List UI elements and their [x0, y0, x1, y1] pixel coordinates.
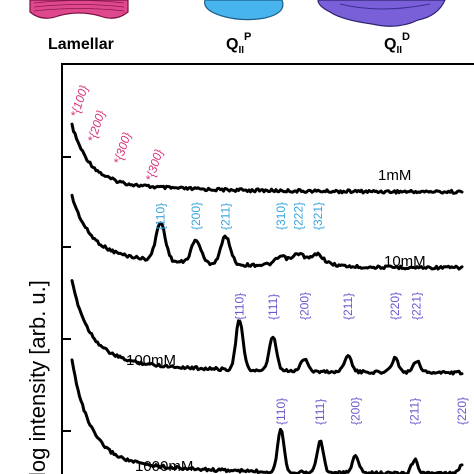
- peak-label: {220}: [455, 397, 469, 425]
- peak-label: {321}: [311, 202, 325, 230]
- phase-schematics: [29, 0, 446, 27]
- peak-label: *{100}: [68, 83, 91, 118]
- peak-label: *{200}: [85, 108, 108, 143]
- series-label-100mm: 100mM: [126, 352, 176, 369]
- qiid-label: QIID: [384, 31, 410, 56]
- qiip-schematic: [204, 0, 284, 21]
- series-label-10mm: 10mM: [384, 253, 426, 270]
- y-ticks: [62, 156, 71, 432]
- plot-frame: [61, 63, 474, 474]
- peak-label: {110}: [232, 293, 246, 320]
- peak-label: {110}: [154, 203, 168, 230]
- qiid-schematic: [317, 0, 446, 27]
- peak-label: {310}: [274, 202, 288, 230]
- phase-labels: Lamellar QIIP QIID: [48, 31, 410, 56]
- peak-label: {200}: [349, 397, 363, 425]
- trace-1000mm: [70, 358, 464, 474]
- peak-label: *{300}: [111, 130, 134, 165]
- lamellar-label: Lamellar: [48, 36, 114, 53]
- trace-10mm: [70, 193, 464, 271]
- peak-label: {200}: [189, 202, 203, 230]
- peak-label: {211}: [219, 203, 233, 230]
- series-label-1000mm: 1000mM: [135, 458, 193, 474]
- peak-label: *{300}: [143, 147, 166, 182]
- peak-label: {220}: [388, 292, 402, 320]
- peak-label: {111}: [313, 399, 327, 425]
- peak-label: {222}: [292, 202, 306, 230]
- peak-label: {200}: [297, 292, 311, 320]
- peak-label: {111}: [266, 294, 280, 320]
- lamellar-schematic: [29, 0, 129, 19]
- trace-1mm: [70, 122, 464, 195]
- y-axis-label: log intensity [arb. u.]: [25, 280, 50, 474]
- peak-label: {221}: [410, 292, 424, 320]
- series-label-1mm: 1mM: [378, 167, 411, 184]
- peak-label: {110}: [274, 398, 288, 425]
- peak-label: {211}: [408, 398, 422, 425]
- traces: [70, 122, 464, 474]
- trace-100mm: [70, 279, 464, 376]
- peak-label: {211}: [341, 293, 355, 320]
- qiip-label: QIIP: [226, 31, 251, 56]
